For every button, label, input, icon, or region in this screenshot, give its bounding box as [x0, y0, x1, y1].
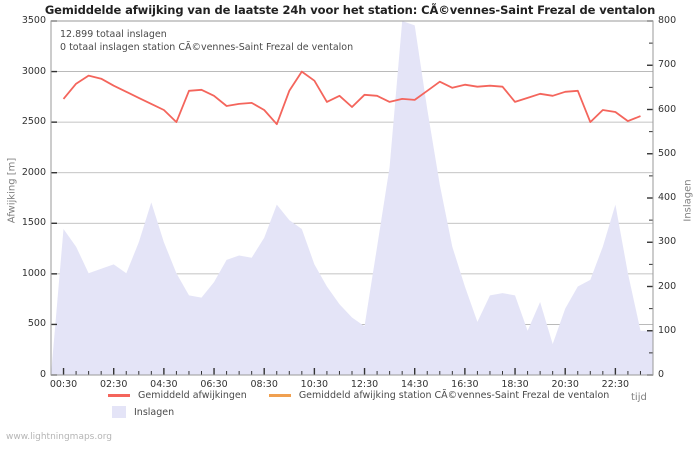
- y-axis-right-ticks: [647, 20, 653, 376]
- legend-line-swatch-station: [268, 394, 291, 397]
- x-axis-tick-label: 14:30: [401, 379, 429, 390]
- y-axis-left-tick-label: 1000: [21, 267, 46, 279]
- y-axis-left-tick-label: 2000: [21, 166, 46, 178]
- legend-area-swatch-inslagen: [112, 406, 126, 418]
- y-axis-left-tick-label: 500: [27, 318, 46, 330]
- chart-legend: Gemiddeld afwijkingen Gemiddeld afwijkin…: [0, 390, 700, 430]
- x-axis-tick-label: 08:30: [250, 379, 278, 390]
- watermark-text: www.lightningmaps.org: [6, 432, 112, 442]
- x-axis-tick-label: 06:30: [200, 379, 228, 390]
- legend-item-station[interactable]: Gemiddeld afwijking station CÃ©vennes-Sa…: [268, 390, 610, 401]
- annotation-total-strikes: 12.899 totaal inslagen: [60, 29, 167, 40]
- x-axis-tick-label: 22:30: [601, 379, 630, 390]
- x-axis-tick-label: 02:30: [100, 379, 128, 390]
- x-axis-tick-label: 04:30: [150, 379, 178, 390]
- y-axis-left-tick-label: 1500: [21, 217, 46, 229]
- annotation-station-strikes: 0 totaal inslagen station CÃ©vennes-Sain…: [60, 42, 354, 53]
- legend-item-afwijkingen[interactable]: Gemiddeld afwijkingen: [108, 390, 247, 401]
- y-axis-left-tick-label: 3500: [21, 15, 46, 26]
- y-axis-right-tick-label: 800: [658, 15, 677, 26]
- y-axis-right-tick-label: 300: [658, 236, 677, 248]
- y-axis-left-tick-label: 3000: [21, 65, 46, 77]
- chart-title: Gemiddelde afwijking van de laatste 24h …: [44, 3, 656, 17]
- y-axis-right-tick-label: 600: [658, 103, 677, 115]
- x-axis-tick-label: 20:30: [551, 379, 579, 390]
- plot-frame: [50, 20, 654, 376]
- legend-label-inslagen: Inslagen: [134, 406, 175, 418]
- y-axis-right-tick-label: 200: [658, 280, 677, 292]
- y-axis-right-tick-label: 500: [658, 147, 677, 159]
- y-axis-right-tick-label: 700: [658, 59, 677, 71]
- legend-item-inslagen[interactable]: Inslagen: [108, 406, 174, 418]
- legend-label-afwijkingen: Gemiddeld afwijkingen: [138, 390, 247, 401]
- legend-line-swatch-afwijkingen: [108, 394, 130, 397]
- y-axis-left-tick-label: 0: [39, 369, 46, 380]
- legend-label-station: Gemiddeld afwijking station CÃ©vennes-Sa…: [298, 390, 610, 401]
- x-axis-tick-label: 16:30: [451, 379, 479, 390]
- y-axis-right-tick-label: 0: [658, 369, 665, 380]
- x-axis-tick-label: 18:30: [501, 379, 529, 390]
- x-axis-tick-label: 12:30: [350, 379, 379, 390]
- series-afwijkingen-line: [62, 70, 641, 126]
- series-inslagen-area: [51, 21, 653, 375]
- y-axis-right-tick-label: 100: [658, 324, 677, 336]
- x-axis-title: tijd: [631, 392, 647, 403]
- y-axis-right-tick-label: 400: [658, 192, 677, 203]
- x-axis-tick-label: 10:30: [300, 379, 329, 390]
- x-axis-ticks: [62, 368, 641, 375]
- y-axis-left-tick-label: 2500: [21, 116, 46, 128]
- x-axis-tick-label: 00:30: [49, 379, 78, 390]
